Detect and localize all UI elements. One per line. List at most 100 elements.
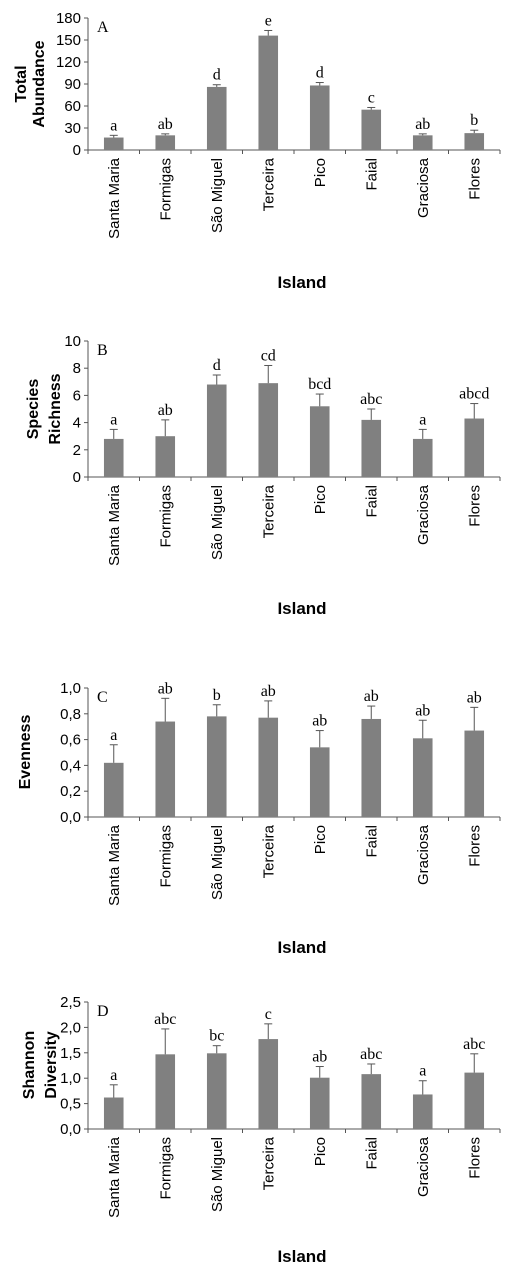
y-tick-label: 0,0 [60, 1121, 81, 1138]
significance-letter: a [110, 411, 117, 428]
category-label: Terceira [260, 157, 277, 211]
bar-3 [206, 1053, 227, 1129]
y-tick-label: 0,8 [60, 706, 81, 723]
significance-letter: c [265, 1006, 272, 1023]
category-label: Flores [466, 825, 483, 867]
bar-7 [412, 135, 433, 150]
bar-4 [258, 35, 279, 150]
category-label: Faial [363, 825, 380, 858]
bar-3 [206, 384, 227, 477]
significance-letter: ab [312, 1049, 327, 1066]
significance-letter: c [368, 89, 375, 106]
panel-letter: D [97, 1003, 109, 1020]
y-tick-label: 120 [56, 54, 81, 71]
chart-panel-c: 0,0 0,2 0,4 0,6 0,8 1,0 Ca Santa Maria ab Formiga… [17, 680, 501, 957]
category-label: Pico [312, 825, 329, 854]
significance-letter: ab [158, 116, 173, 133]
significance-letter: ab [312, 713, 327, 730]
y-tick-label: 1,0 [60, 1070, 81, 1087]
significance-letter: d [213, 67, 221, 84]
significance-letter: a [110, 1067, 117, 1084]
category-label: São Miguel [209, 825, 226, 900]
category-label: Faial [363, 485, 380, 518]
bar-6 [361, 419, 382, 477]
y-tick-label: 2 [73, 442, 81, 459]
panel-letter: B [97, 342, 108, 359]
category-label: Faial [363, 1137, 380, 1170]
category-label: Pico [312, 158, 329, 187]
category-label: Santa Maria [106, 157, 123, 239]
bar-2 [155, 436, 176, 477]
category-label: Pico [312, 485, 329, 514]
category-label: Formigas [157, 158, 174, 221]
y-tick-label: 0,4 [60, 757, 81, 774]
bar-1 [103, 1097, 124, 1129]
category-label: Graciosa [415, 157, 432, 218]
bar-1 [103, 438, 124, 477]
category-label: Pico [312, 1137, 329, 1166]
category-label: Santa Maria [106, 1136, 123, 1218]
y-axis-label: Diversity [43, 1031, 60, 1099]
bar-8 [464, 1072, 485, 1129]
bar-6 [361, 718, 382, 817]
y-tick-label: 4 [73, 415, 81, 432]
significance-letter: abc [360, 391, 382, 408]
bar-4 [258, 717, 279, 817]
y-tick-label: 2,5 [60, 994, 81, 1011]
y-tick-label: 0 [73, 142, 81, 159]
bar-3 [206, 716, 227, 817]
bar-6 [361, 1074, 382, 1129]
y-tick-label: 0,0 [60, 809, 81, 826]
bar-5 [309, 85, 330, 150]
y-axis-label: Richness [47, 373, 64, 444]
category-label: São Miguel [209, 485, 226, 560]
x-axis-label: Island [277, 1247, 326, 1266]
category-label: Graciosa [415, 824, 432, 885]
y-tick-label: 90 [64, 76, 81, 93]
y-tick-label: 1,0 [60, 680, 81, 697]
category-label: Formigas [157, 825, 174, 888]
significance-letter: ab [364, 688, 379, 705]
significance-letter: a [419, 411, 426, 428]
bar-5 [309, 747, 330, 817]
category-label: Formigas [157, 485, 174, 548]
bar-1 [103, 762, 124, 817]
y-tick-label: 0,2 [60, 783, 81, 800]
significance-letter: b [213, 687, 221, 704]
y-tick-label: 0,5 [60, 1096, 81, 1113]
bar-2 [155, 721, 176, 817]
category-label: Santa Maria [106, 824, 123, 906]
significance-letter: d [213, 357, 221, 374]
significance-letter: a [110, 117, 117, 134]
significance-letter: abc [463, 1036, 485, 1053]
bar-8 [464, 730, 485, 817]
bar-1 [103, 137, 124, 150]
category-label: Faial [363, 158, 380, 191]
significance-letter: b [470, 112, 478, 129]
category-label: Graciosa [415, 484, 432, 545]
y-axis-label: Abundance [31, 40, 48, 127]
significance-letter: ab [158, 680, 173, 697]
significance-letter: a [110, 727, 117, 744]
bar-7 [412, 738, 433, 817]
significance-letter: ab [415, 702, 430, 719]
category-label: São Miguel [209, 1137, 226, 1212]
significance-letter: cd [261, 347, 276, 364]
significance-letter: bcd [308, 376, 331, 393]
y-tick-label: 2,0 [60, 1019, 81, 1036]
significance-letter: ab [415, 116, 430, 133]
category-label: Flores [466, 158, 483, 200]
category-label: Terceira [260, 484, 277, 538]
category-label: São Miguel [209, 158, 226, 233]
category-label: Terceira [260, 1136, 277, 1190]
bar-7 [412, 1094, 433, 1129]
bar-2 [155, 1054, 176, 1129]
x-axis-label: Island [277, 273, 326, 292]
category-label: Flores [466, 485, 483, 527]
significance-letter: e [265, 12, 272, 29]
bar-3 [206, 86, 227, 150]
category-label: Graciosa [415, 1136, 432, 1197]
y-tick-label: 30 [64, 120, 81, 137]
